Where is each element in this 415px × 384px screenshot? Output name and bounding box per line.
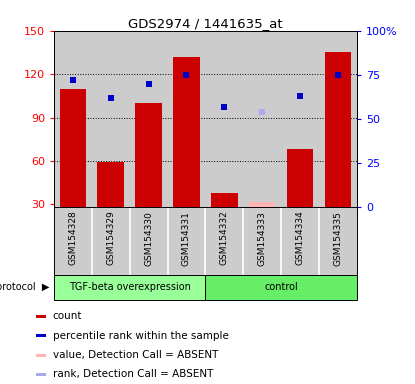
Text: GSM154328: GSM154328 [68,211,77,265]
Bar [173,57,200,207]
Bar [249,202,276,207]
Bar [205,31,243,207]
Bar [243,31,281,207]
Bar [130,31,168,207]
Bar [287,149,313,207]
Bar [37,315,46,318]
Bar [60,89,86,207]
Bar [205,275,357,300]
Text: GSM154335: GSM154335 [334,211,342,266]
Bar [54,275,205,300]
Bar [98,162,124,207]
Text: control: control [264,282,298,292]
Text: GSM154333: GSM154333 [258,211,267,266]
Bar [211,193,238,207]
Bar [54,31,92,207]
Text: GSM154331: GSM154331 [182,211,191,266]
Text: percentile rank within the sample: percentile rank within the sample [53,331,229,341]
Text: count: count [53,311,82,321]
Bar [319,31,357,207]
Text: rank, Detection Call = ABSENT: rank, Detection Call = ABSENT [53,369,213,379]
Title: GDS2974 / 1441635_at: GDS2974 / 1441635_at [128,17,283,30]
Bar [168,31,205,207]
Bar [325,53,351,207]
Bar [37,354,46,356]
Text: protocol  ▶: protocol ▶ [0,282,50,292]
Text: GSM154329: GSM154329 [106,211,115,265]
Text: GSM154332: GSM154332 [220,211,229,265]
Text: value, Detection Call = ABSENT: value, Detection Call = ABSENT [53,350,218,360]
Text: GSM154330: GSM154330 [144,211,153,266]
Bar [92,31,130,207]
Text: GSM154334: GSM154334 [295,211,305,265]
Bar [135,103,162,207]
Text: TGF-beta overexpression: TGF-beta overexpression [69,282,190,292]
Bar [37,334,46,337]
Bar [37,373,46,376]
Bar [281,31,319,207]
